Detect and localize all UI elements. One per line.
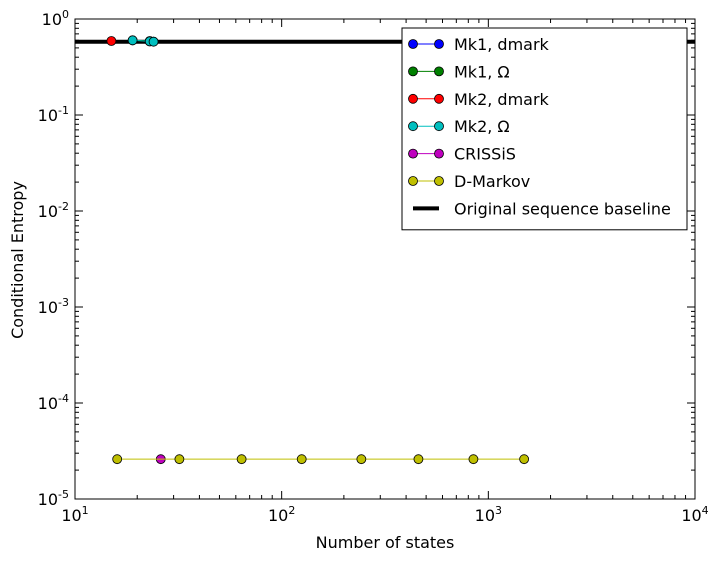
legend: Mk1, dmark Mk1, Ω Mk2, dmark Mk2, Ω CRISSiS D… <box>401 27 688 231</box>
legend-label-0: Mk1, dmark <box>454 35 550 54</box>
y-tick-label-4: 10-1 <box>38 104 69 125</box>
data-point-5-5 <box>413 454 424 465</box>
data-point-5-7 <box>519 454 530 465</box>
data-point-5-6 <box>468 454 479 465</box>
legend-swatch-marker <box>434 39 444 49</box>
legend-label-6: Original sequence baseline <box>454 199 671 218</box>
x-tick-label-2: 103 <box>475 504 502 525</box>
data-point-5-3 <box>296 454 307 465</box>
y-tick-label-0: 10-5 <box>38 488 69 509</box>
data-point-2-0 <box>106 36 117 46</box>
legend-swatch-marker <box>434 66 444 77</box>
x-tick-label-0: 101 <box>61 504 88 525</box>
y-axis-label: Conditional Entropy <box>8 181 27 339</box>
data-point-5-0 <box>112 454 123 465</box>
legend-swatch-marker <box>434 148 444 159</box>
legend-swatch-marker <box>408 176 418 186</box>
plot-frame <box>74 18 696 500</box>
y-tick-label-2: 10-3 <box>38 296 69 317</box>
legend-swatch-marker <box>408 39 418 49</box>
x-axis-label: Number of states <box>316 533 455 552</box>
legend-label-1: Mk1, Ω <box>454 62 510 81</box>
legend-swatch-marker <box>408 66 418 77</box>
data-point-5-4 <box>356 454 367 465</box>
legend-label-3: Mk2, Ω <box>454 117 510 136</box>
x-tick-label-3: 104 <box>681 504 708 525</box>
legend-swatch-marker <box>408 121 418 132</box>
legend-swatch-marker <box>434 121 444 132</box>
data-point-5-2 <box>236 454 247 465</box>
legend-swatch-marker <box>434 176 444 186</box>
legend-label-2: Mk2, dmark <box>454 90 550 109</box>
y-tick-label-1: 10-4 <box>38 392 69 413</box>
y-tick-label-5: 100 <box>42 8 69 29</box>
tick-layer: 101 102 103 104 10-5 10-4 10-3 10-2 10-1 100 <box>38 8 709 525</box>
legend-swatch-marker <box>434 93 444 104</box>
y-tick-label-3: 10-2 <box>38 200 69 221</box>
legend-swatch-marker <box>408 148 418 159</box>
x-tick-label-1: 102 <box>268 504 295 525</box>
data-point-5-1 <box>174 454 185 465</box>
legend-label-4: CRISSiS <box>454 145 516 164</box>
legend-label-5: D-Markov <box>454 172 530 191</box>
legend-box <box>401 27 688 231</box>
legend-swatch-marker <box>408 93 418 104</box>
data-point-3-2 <box>148 36 159 47</box>
data-point-3-0 <box>127 35 138 46</box>
